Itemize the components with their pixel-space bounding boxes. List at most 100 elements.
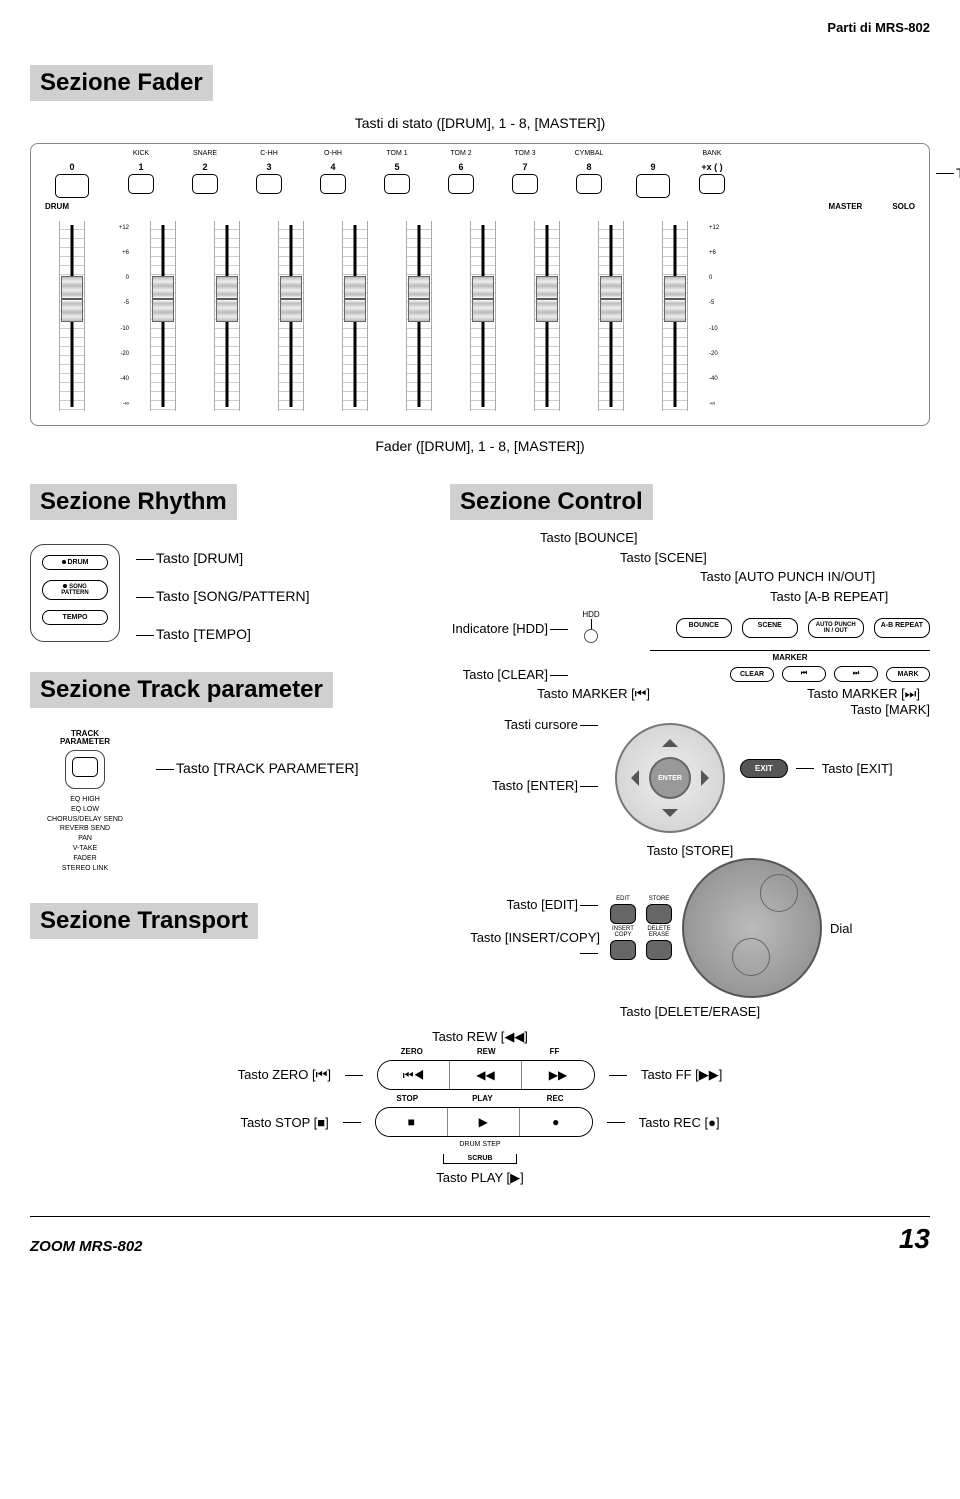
master-label: MASTER — [829, 202, 863, 211]
cursor-down-icon[interactable] — [662, 809, 678, 825]
status-button-1[interactable] — [128, 174, 154, 194]
status-button-8[interactable] — [576, 174, 602, 194]
fader-1[interactable] — [150, 221, 176, 411]
enter-button[interactable]: ENTER — [649, 757, 691, 799]
section-title-rhythm: Sezione Rhythm — [30, 484, 237, 520]
ff-label: FF — [550, 1047, 560, 1056]
status-button-master[interactable] — [636, 174, 670, 198]
scene-callout: Tasto [SCENE] — [620, 548, 930, 568]
scene-button[interactable]: SCENE — [742, 618, 798, 638]
fader-scale-left: +12+60-5-10-20-40-∞ — [111, 221, 129, 411]
fader-master[interactable] — [662, 221, 688, 411]
cursor-up-icon[interactable] — [662, 731, 678, 747]
status-button-2[interactable] — [192, 174, 218, 194]
abrepeat-callout: Tasto [A-B REPEAT] — [770, 587, 930, 607]
mark-button[interactable]: MARK — [886, 667, 930, 682]
rec-callout: Tasto REC [●] — [639, 1115, 720, 1130]
delete-callout: Tasto [DELETE/ERASE] — [450, 1004, 930, 1019]
fader-subtitle: Tasti di stato ([DRUM], 1 - 8, [MASTER]) — [30, 115, 930, 131]
ch-top-label: TOM 1 — [367, 150, 427, 160]
rew-label: REW — [477, 1047, 496, 1056]
status-button-5[interactable] — [384, 174, 410, 194]
status-button-3[interactable] — [256, 174, 282, 194]
faders-row: +12+60-5-10-20-40-∞ +12+60-5-10-20-40-∞ — [37, 221, 923, 411]
track-parameter-button[interactable] — [65, 750, 105, 789]
autopunch-button[interactable]: AUTO PUNCH IN / OUT — [808, 618, 864, 638]
bounce-callout: Tasto [BOUNCE] — [540, 528, 930, 548]
ch-top-label — [623, 150, 683, 160]
marker-next-button[interactable]: ⏭ — [834, 666, 878, 682]
play-button[interactable]: ▶ — [448, 1108, 520, 1136]
marker-next-callout: Tasto MARKER [⏭] — [650, 686, 930, 702]
insert-copy-button[interactable] — [610, 940, 636, 960]
rew-button[interactable]: ◀◀ — [450, 1061, 522, 1089]
hdd-label: HDD — [576, 610, 606, 619]
dial[interactable] — [682, 858, 822, 998]
solo-button[interactable] — [699, 174, 725, 194]
track-parameter-callout: Tasto [TRACK PARAMETER] — [154, 730, 359, 873]
ch-top-label: SNARE — [175, 150, 235, 160]
status-button-4[interactable] — [320, 174, 346, 194]
section-title-track-param: Sezione Track parameter — [30, 672, 333, 708]
rhythm-box: DRUM SONG PATTERN TEMPO — [30, 544, 120, 642]
status-button-7[interactable] — [512, 174, 538, 194]
store-callout: Tasto [STORE] — [450, 843, 930, 858]
song-pattern-callout: Tasto [SONG/PATTERN] — [134, 588, 310, 604]
zero-callout: Tasto ZERO [⏮] — [238, 1067, 331, 1083]
edit-button[interactable] — [610, 904, 636, 924]
zero-label: ZERO — [401, 1047, 423, 1056]
drum-button[interactable]: DRUM — [42, 555, 108, 570]
fader-2[interactable] — [214, 221, 240, 411]
zero-button[interactable]: ⏮◀ — [378, 1061, 450, 1089]
ch-number: 1 — [111, 162, 171, 172]
fader-8[interactable] — [598, 221, 624, 411]
status-button-drum[interactable] — [55, 174, 89, 198]
ch-top-label: TOM 3 — [495, 150, 555, 160]
cursor-right-icon[interactable] — [701, 770, 717, 786]
fader-3[interactable] — [278, 221, 304, 411]
exit-button[interactable]: EXIT — [740, 759, 788, 778]
mark-callout: Tasto [MARK] — [450, 702, 930, 717]
ch-top-label: CYMBAL — [559, 150, 619, 160]
store-label: STORE — [649, 896, 670, 902]
rec-button[interactable]: ● — [520, 1108, 592, 1136]
hdd-callout: Indicatore [HDD] — [452, 621, 548, 636]
tp-box-title: TRACK PARAMETER — [30, 730, 140, 746]
marker-prev-button[interactable]: ⏮ — [782, 666, 826, 682]
fader-caption: Fader ([DRUM], 1 - 8, [MASTER]) — [30, 438, 930, 454]
drum-callout: Tasto [DRUM] — [134, 550, 310, 566]
fader-6[interactable] — [470, 221, 496, 411]
bounce-button[interactable]: BOUNCE — [676, 618, 732, 638]
fader-4[interactable] — [342, 221, 368, 411]
clear-button[interactable]: CLEAR — [730, 667, 774, 682]
channel-header-row: 0 KICK1 SNARE2 C-HH3 O-HH4 TOM 15 TOM 26… — [37, 150, 923, 200]
dial-callout: Dial — [830, 921, 852, 936]
stop-callout: Tasto STOP [■] — [240, 1115, 328, 1130]
drum-label: DRUM — [45, 202, 69, 211]
cursor-left-icon[interactable] — [623, 770, 639, 786]
abrepeat-button[interactable]: A-B REPEAT — [874, 618, 930, 638]
hdd-led-icon — [584, 629, 598, 643]
ch-top-label: C-HH — [239, 150, 299, 160]
fader-drum[interactable] — [59, 221, 85, 411]
fader-7[interactable] — [534, 221, 560, 411]
song-pattern-button[interactable]: SONG PATTERN — [42, 580, 108, 600]
section-title-control: Sezione Control — [450, 484, 653, 520]
tempo-button[interactable]: TEMPO — [42, 610, 108, 625]
marker-prev-callout: Tasto MARKER [⏮] — [450, 686, 650, 702]
tp-param-list: EQ HIGH EQ LOW CHORUS/DELAY SEND REVERB … — [30, 795, 140, 873]
ch-number: 0 — [37, 162, 107, 172]
fader-5[interactable] — [406, 221, 432, 411]
ff-button[interactable]: ▶▶ — [522, 1061, 594, 1089]
delete-label: DELETE ERASE — [647, 926, 670, 938]
footer-model: ZOOM MRS-802 — [30, 1238, 143, 1255]
cursor-pad[interactable]: ENTER — [615, 723, 725, 833]
play-label: PLAY — [472, 1094, 493, 1103]
ff-callout: Tasto FF [▶▶] — [641, 1067, 722, 1083]
stop-button[interactable]: ■ — [376, 1108, 448, 1136]
edit-callout: Tasto [EDIT] — [506, 897, 578, 912]
delete-erase-button[interactable] — [646, 940, 672, 960]
ch-number: 7 — [495, 162, 555, 172]
status-button-6[interactable] — [448, 174, 474, 194]
store-button[interactable] — [646, 904, 672, 924]
